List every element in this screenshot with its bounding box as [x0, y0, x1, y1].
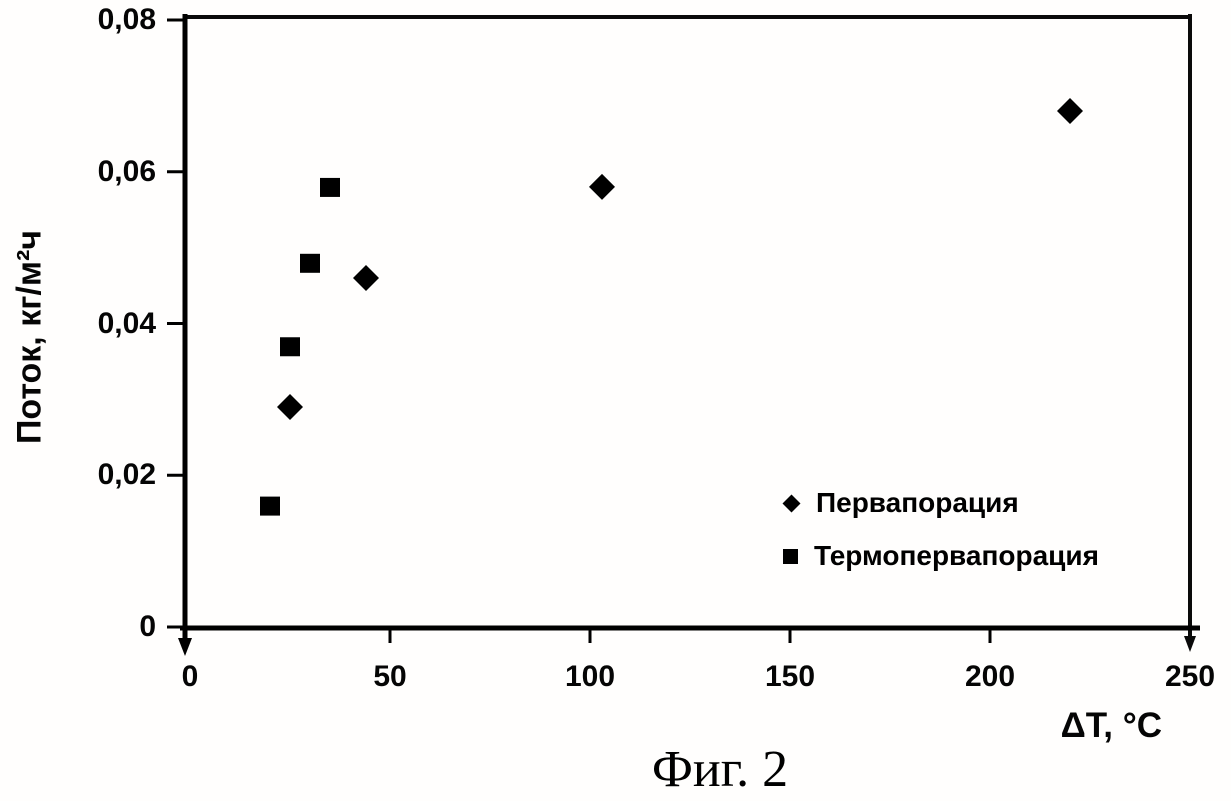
point-pervaporation-3 [1057, 98, 1083, 125]
legend-item-thermopervaporation: Термопервапорация [782, 540, 1099, 572]
x-tick-label-200: 200 [964, 660, 1016, 693]
y-tick-label-0,04: 0,04 [97, 306, 156, 340]
y-tick-label-0: 0 [139, 610, 156, 643]
y-tick-label-0,02: 0,02 [97, 458, 156, 492]
legend-label-pervaporation: Первапорация [816, 487, 1019, 518]
y-axis-origin-arrow [178, 638, 192, 656]
y-axis-label: Поток, кг/м²ч [10, 229, 49, 445]
diamond-marker-icon [782, 494, 801, 512]
x-tick-label-100: 100 [564, 660, 616, 693]
point-thermopervaporation-2 [300, 253, 320, 273]
x-axis-end-arrow [1184, 636, 1196, 652]
x-tick-label-0: 0 [181, 660, 199, 693]
y-tick-label-0,08: 0,08 [97, 3, 156, 36]
square-marker-icon [783, 548, 798, 564]
point-pervaporation-0 [277, 393, 303, 420]
x-tick-label-250: 250 [1164, 660, 1216, 693]
point-pervaporation-2 [589, 173, 615, 200]
y-tick-label-0,06: 0,06 [97, 154, 156, 188]
x-tick-label-50: 50 [373, 660, 407, 693]
point-pervaporation-1 [353, 264, 379, 291]
chart-legend: Первапорация Термопервапорация [782, 487, 1099, 593]
x-tick-label-150: 150 [764, 660, 816, 693]
legend-label-thermopervaporation: Термопервапорация [814, 540, 1099, 571]
point-thermopervaporation-0 [260, 496, 280, 516]
x-axis-label: ΔT, °C [1060, 706, 1162, 745]
point-thermopervaporation-1 [280, 337, 300, 357]
point-thermopervaporation-3 [320, 177, 340, 197]
legend-item-pervaporation: Первапорация [782, 487, 1099, 519]
figure-caption: Фиг. 2 [651, 741, 789, 798]
